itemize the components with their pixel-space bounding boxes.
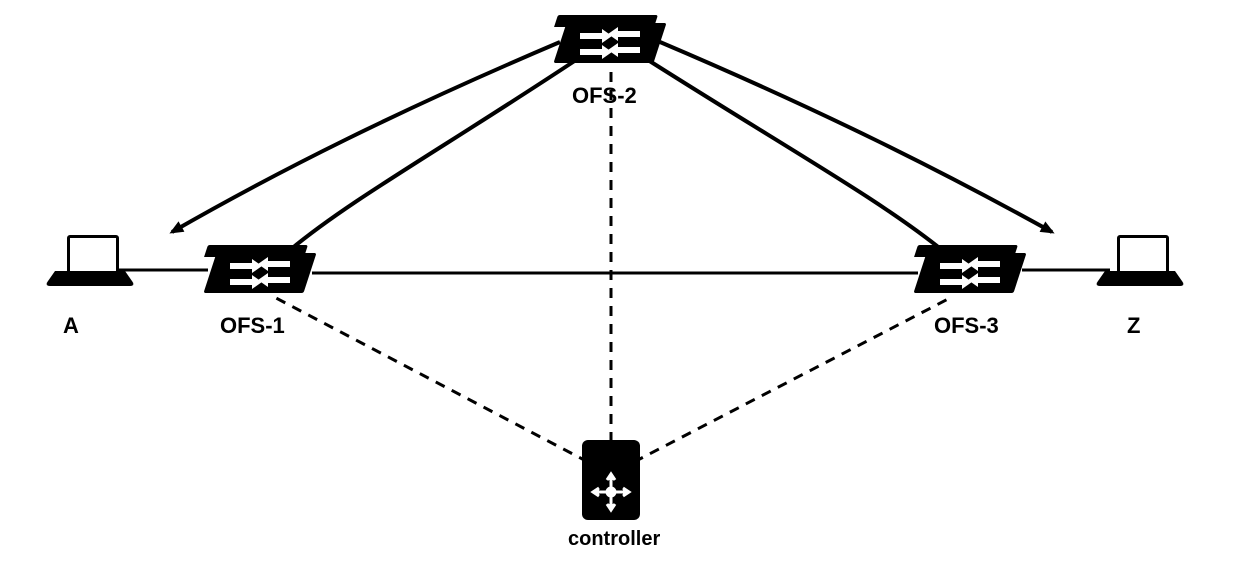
diagram-canvas: A Z OFS-1 OFS- — [0, 0, 1240, 570]
edge-ofs2-ofs1-b — [290, 60, 576, 250]
switch-ofs3-label: OFS-3 — [934, 313, 999, 339]
switch-ofs2-label: OFS-2 — [572, 83, 637, 109]
edge-ofs2-ofs1-a — [172, 42, 560, 232]
edge-ofs2-ofs3-a — [660, 42, 1052, 232]
host-z-label: Z — [1127, 313, 1140, 339]
controller-node — [582, 440, 640, 520]
switch-ofs3 — [910, 245, 1030, 301]
switch-ofs1 — [200, 245, 320, 301]
host-a — [55, 235, 125, 295]
controller-label: controller — [568, 528, 660, 551]
edge-c-ofs3 — [634, 298, 950, 462]
edge-ofs2-ofs3-b — [648, 60, 942, 250]
host-z — [1105, 235, 1175, 295]
switch-ofs2 — [550, 15, 670, 71]
edge-c-ofs1 — [276, 298, 588, 462]
host-a-label: A — [63, 313, 79, 339]
switch-ofs1-label: OFS-1 — [220, 313, 285, 339]
